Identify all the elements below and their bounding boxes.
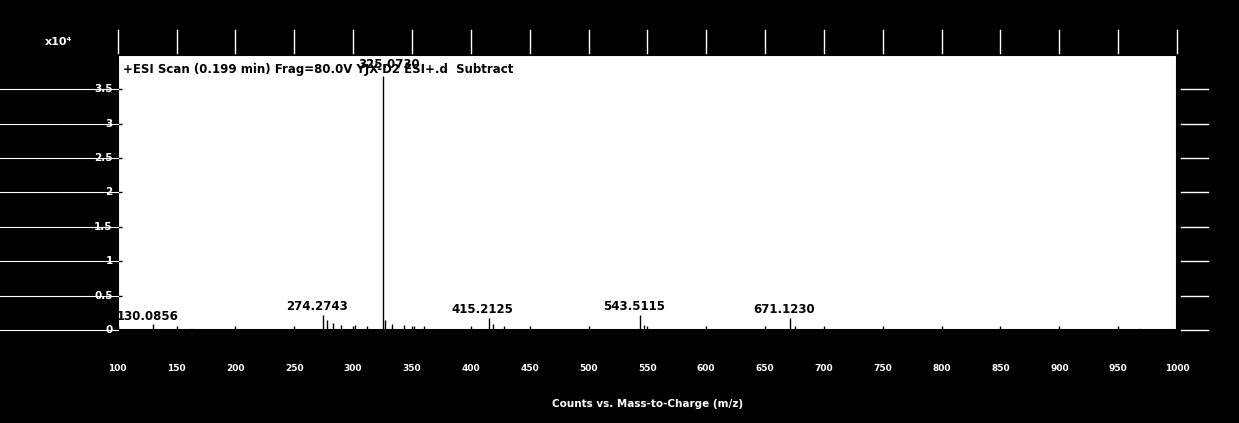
Text: 0: 0 xyxy=(105,325,113,335)
Text: Counts vs. Mass-to-Charge (m/z): Counts vs. Mass-to-Charge (m/z) xyxy=(551,399,743,409)
Text: 100: 100 xyxy=(109,363,126,373)
Text: 1.5: 1.5 xyxy=(94,222,113,232)
Text: 750: 750 xyxy=(873,363,892,373)
Text: 400: 400 xyxy=(461,363,481,373)
Text: 900: 900 xyxy=(1049,363,1069,373)
Text: 1: 1 xyxy=(105,256,113,266)
Text: 130.0856: 130.0856 xyxy=(116,310,178,323)
Text: 650: 650 xyxy=(756,363,774,373)
Text: 2.5: 2.5 xyxy=(94,153,113,163)
Text: x10⁴: x10⁴ xyxy=(45,37,73,47)
Text: 350: 350 xyxy=(403,363,421,373)
Text: 3.5: 3.5 xyxy=(94,84,113,94)
Text: 415.2125: 415.2125 xyxy=(452,303,514,316)
Text: 550: 550 xyxy=(638,363,657,373)
Text: 150: 150 xyxy=(167,363,186,373)
Text: 3: 3 xyxy=(105,119,113,129)
Text: 2: 2 xyxy=(105,187,113,198)
Text: 200: 200 xyxy=(227,363,244,373)
Text: 450: 450 xyxy=(520,363,539,373)
Text: 700: 700 xyxy=(814,363,834,373)
Text: 325.0730: 325.0730 xyxy=(358,58,419,71)
Text: +ESI Scan (0.199 min) Frag=80.0V YJX-D2 ESI+.d  Subtract: +ESI Scan (0.199 min) Frag=80.0V YJX-D2 … xyxy=(123,63,513,76)
Text: 300: 300 xyxy=(344,363,362,373)
Text: 950: 950 xyxy=(1109,363,1127,373)
Text: 671.1230: 671.1230 xyxy=(753,303,815,316)
Text: 250: 250 xyxy=(285,363,304,373)
Text: 600: 600 xyxy=(698,363,715,373)
Text: 274.2743: 274.2743 xyxy=(286,300,348,313)
Text: 500: 500 xyxy=(580,363,597,373)
Text: 1000: 1000 xyxy=(1165,363,1189,373)
Text: 543.5115: 543.5115 xyxy=(603,300,665,313)
Text: 800: 800 xyxy=(933,363,950,373)
Text: 850: 850 xyxy=(991,363,1010,373)
Text: 0.5: 0.5 xyxy=(94,291,113,301)
